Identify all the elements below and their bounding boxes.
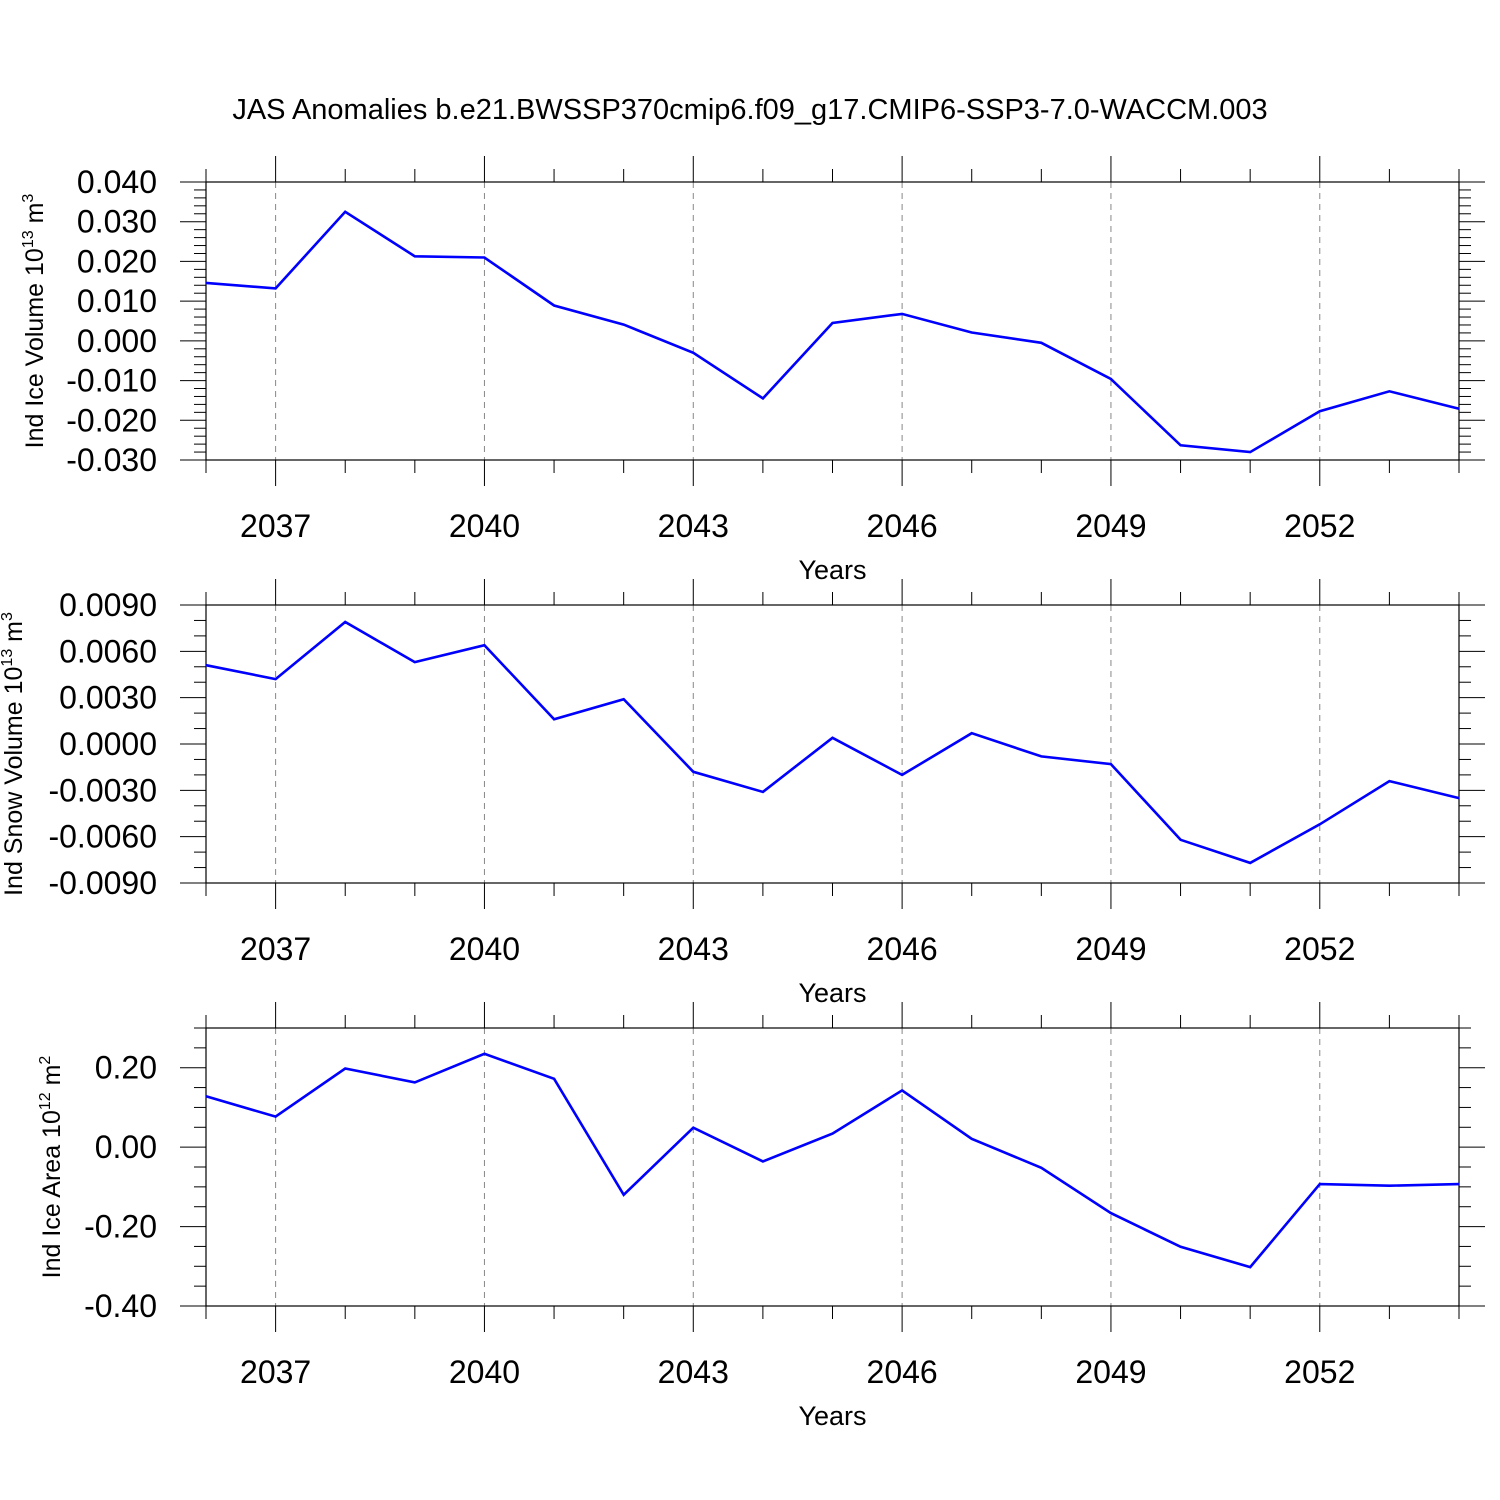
y-axis-label-unit: m bbox=[21, 203, 49, 231]
y-tick-label: -0.010 bbox=[66, 363, 157, 399]
panel-snow-volume: 2037 2040 2043 2046 2049 2052 Years 0.0090 0.006… bbox=[0, 579, 1485, 1008]
y-tick-label: 0.0060 bbox=[59, 633, 157, 669]
series-line bbox=[205, 620, 1460, 865]
x-tick-label: 2043 bbox=[658, 931, 729, 967]
x-tick-label: 2043 bbox=[658, 1354, 729, 1390]
y-axis-label: Ind Snow Volume 1013 m3 bbox=[0, 612, 28, 896]
y-tick-label: -0.40 bbox=[84, 1288, 157, 1324]
panel-ice-volume: 2037 2040 2043 2046 2049 2052Years0.0400.0300… bbox=[20, 156, 1485, 585]
x-tick-label: 2049 bbox=[1075, 931, 1146, 967]
x-tick-label: 2049 bbox=[1075, 508, 1146, 544]
y-axis-label-text: Ind Snow Volume 10 bbox=[0, 667, 28, 896]
y-axis-label-exponent: 12 bbox=[37, 1092, 54, 1110]
x-axis-label: Years bbox=[798, 978, 866, 1008]
y-tick-label: 0.010 bbox=[77, 283, 157, 319]
plot-frame bbox=[205, 1027, 1460, 1307]
x-tick-label: 2046 bbox=[867, 508, 938, 544]
x-tick-label: 2046 bbox=[867, 1354, 938, 1390]
y-tick-label: -0.020 bbox=[66, 402, 157, 438]
x-tick-label: 2046 bbox=[867, 931, 938, 967]
y-axis-label-exponent: 13 bbox=[20, 230, 37, 248]
y-tick-label: -0.0030 bbox=[48, 772, 157, 808]
x-tick-label: 2037 bbox=[240, 508, 311, 544]
plot-frame bbox=[205, 604, 1460, 884]
y-tick-label: 0.0030 bbox=[59, 680, 157, 716]
x-tick-label: 2037 bbox=[240, 1354, 311, 1390]
y-axis-label-unit-exponent: 2 bbox=[37, 1056, 54, 1065]
y-axis-label: Ind Ice Volume 1013 m3 bbox=[20, 194, 49, 449]
y-axis-label-unit: m bbox=[38, 1065, 66, 1093]
y-axis-label: Ind Ice Area 1012 m2 bbox=[37, 1056, 66, 1279]
y-tick-label: -0.20 bbox=[84, 1209, 157, 1245]
x-tick-label: 2040 bbox=[449, 931, 520, 967]
y-tick-label: 0.030 bbox=[77, 204, 157, 240]
y-axis-label-unit-exponent: 3 bbox=[0, 612, 16, 621]
x-tick-label: 2049 bbox=[1075, 1354, 1146, 1390]
y-tick-label: 0.000 bbox=[77, 323, 157, 359]
x-tick-label: 2043 bbox=[658, 508, 729, 544]
y-axis-label-text: Ind Ice Area 10 bbox=[38, 1110, 66, 1278]
y-tick-label: 0.00 bbox=[95, 1129, 157, 1165]
y-tick-label: 0.0000 bbox=[59, 726, 157, 762]
x-axis-label: Years bbox=[798, 1401, 866, 1431]
x-tick-label: 2052 bbox=[1284, 931, 1355, 967]
plot-frame bbox=[205, 181, 1460, 461]
series-line bbox=[205, 1052, 1460, 1269]
figure-title: JAS Anomalies b.e21.BWSSP370cmip6.f09_g1… bbox=[232, 94, 1267, 126]
y-tick-label: -0.030 bbox=[66, 442, 157, 478]
y-axis-label-unit: m bbox=[0, 621, 28, 649]
y-tick-label: -0.0060 bbox=[48, 819, 157, 855]
y-tick-label: -0.0090 bbox=[48, 865, 157, 901]
y-axis-label-text: Ind Ice Volume 10 bbox=[21, 248, 49, 448]
x-tick-label: 2052 bbox=[1284, 508, 1355, 544]
x-tick-label: 2037 bbox=[240, 931, 311, 967]
y-tick-label: 0.20 bbox=[95, 1050, 157, 1086]
panel-ice-area: 2037 2040 2043 2046 2049 2052 Years 0.20 0.00 -0.… bbox=[37, 1002, 1485, 1431]
x-axis-label: Years bbox=[798, 555, 866, 585]
x-tick-label: 2040 bbox=[449, 508, 520, 544]
y-tick-label: 0.020 bbox=[77, 243, 157, 279]
y-axis-label-unit-exponent: 3 bbox=[20, 194, 37, 203]
y-axis-label-exponent: 13 bbox=[0, 649, 16, 667]
y-tick-label: 0.0090 bbox=[59, 587, 157, 623]
series-line bbox=[205, 210, 1460, 454]
x-tick-label: 2040 bbox=[449, 1354, 520, 1390]
x-tick-label: 2052 bbox=[1284, 1354, 1355, 1390]
y-tick-label: 0.040 bbox=[77, 164, 157, 200]
